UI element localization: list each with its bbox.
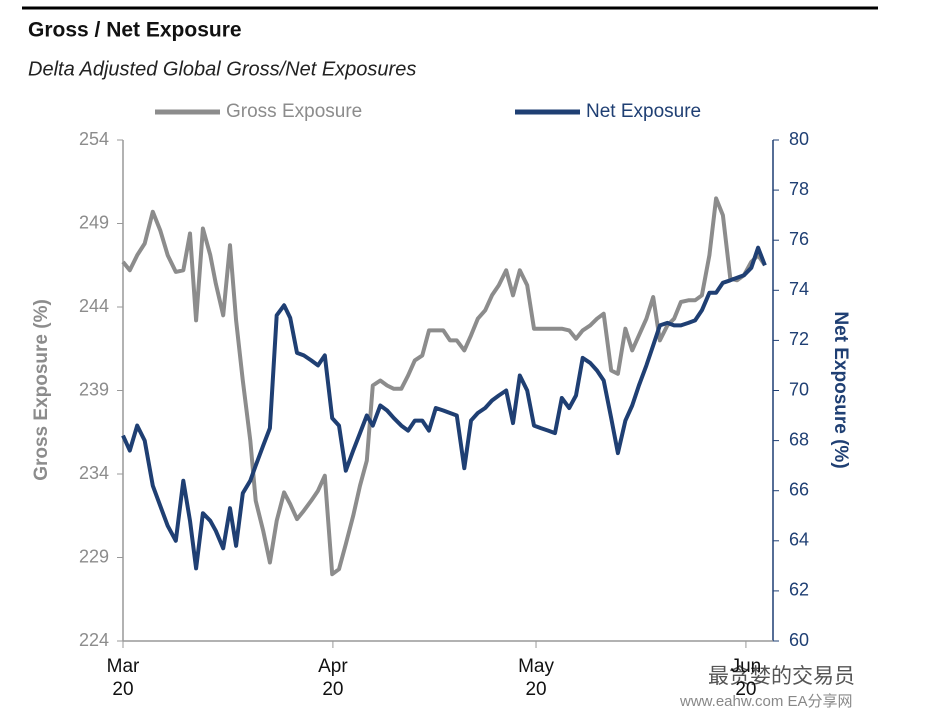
x-tick-label: Apr 20: [318, 656, 348, 700]
y2-tick-label: 64: [789, 530, 809, 550]
y2-tick-label: 80: [789, 129, 809, 149]
y2-tick-label: 60: [789, 630, 809, 650]
y-tick-label: 234: [79, 463, 109, 483]
y-tick-label: 239: [79, 379, 109, 399]
x-tick-label: Jun 20: [730, 656, 762, 700]
y-tick-label: 224: [79, 630, 109, 650]
y2-tick-label: 76: [789, 229, 809, 249]
y2-tick-label: 72: [789, 329, 809, 349]
watermark-url: www.eahw.com EA分享网: [680, 693, 853, 710]
y2-tick-label: 70: [789, 379, 809, 399]
y2-tick-label: 68: [789, 429, 809, 449]
y2-axis-label: Net Exposure (%): [830, 311, 851, 468]
y-tick-label: 249: [79, 212, 109, 232]
chart-title: Gross / Net Exposure: [28, 19, 242, 42]
series-line: [121, 245, 767, 571]
y2-tick-label: 78: [789, 179, 809, 199]
y2-tick-label: 62: [789, 580, 809, 600]
legend-label: Net Exposure: [586, 101, 701, 122]
y-axis-label: Gross Exposure (%): [31, 299, 52, 481]
y2-tick-label: 66: [789, 479, 809, 499]
y2-tick-label: 74: [789, 279, 809, 299]
watermark: 最贪婪的交易员: [708, 665, 855, 688]
series-line: [121, 196, 767, 577]
chart-subtitle: Delta Adjusted Global Gross/Net Exposure…: [28, 58, 416, 80]
y-tick-label: 229: [79, 546, 109, 566]
y-tick-label: 254: [79, 129, 109, 149]
x-tick-label: Mar 20: [106, 656, 140, 700]
legend-label: Gross Exposure: [226, 101, 362, 122]
x-tick-label: May 20: [518, 656, 554, 700]
y-tick-label: 244: [79, 296, 109, 316]
